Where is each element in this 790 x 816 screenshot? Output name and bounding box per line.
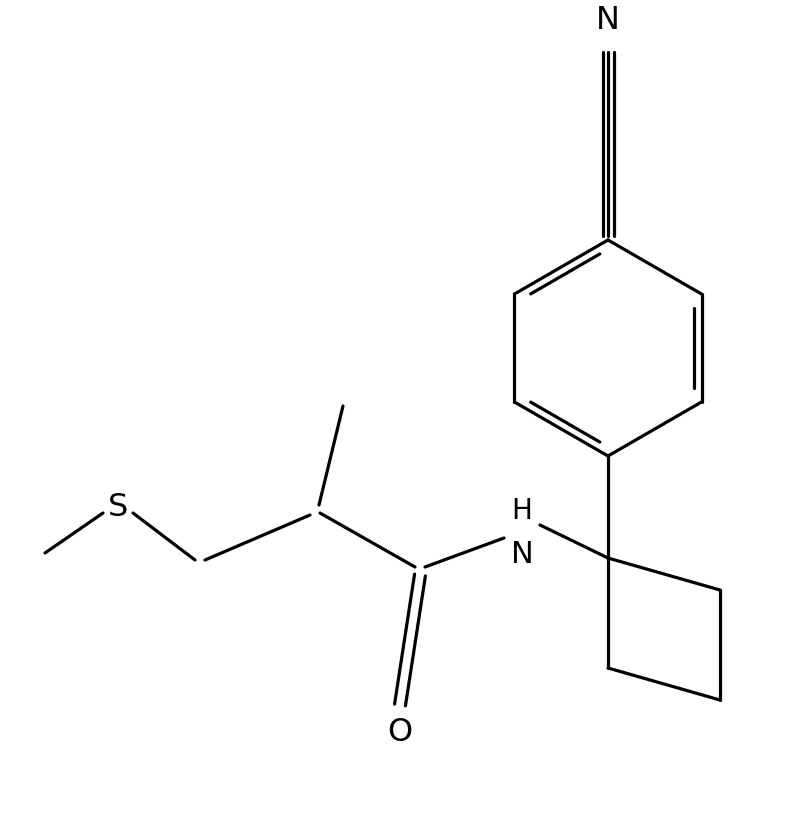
Text: O: O (387, 717, 412, 748)
Text: N: N (596, 5, 620, 36)
Text: H: H (512, 497, 532, 525)
Text: N: N (510, 540, 533, 569)
Text: S: S (108, 491, 128, 522)
